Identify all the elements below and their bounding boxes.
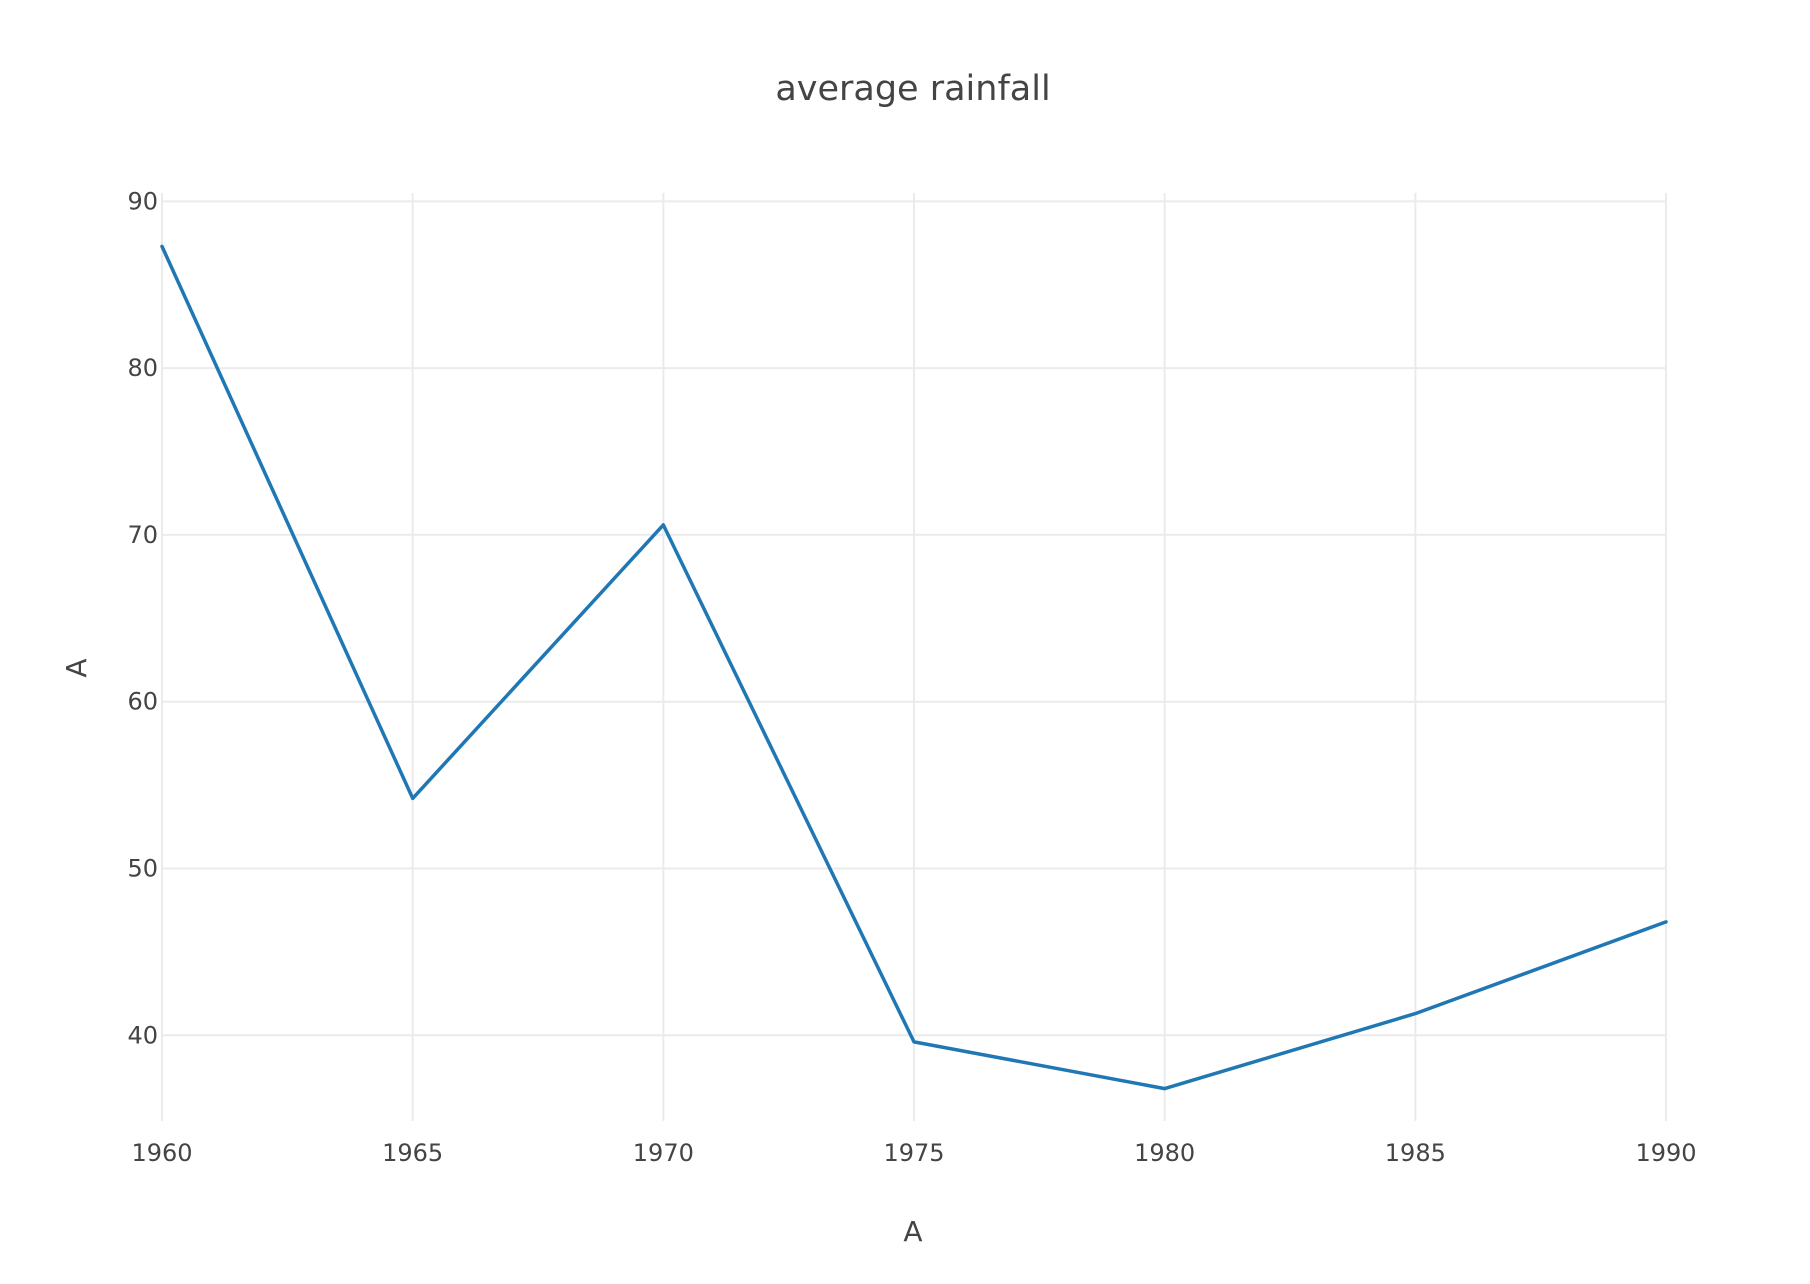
y-tick-label: 70 [127,521,158,549]
x-tick-label: 1975 [883,1139,944,1167]
x-axis-title: A [903,1215,922,1248]
y-axis-title: A [60,658,93,677]
series-line [160,244,1668,1091]
tick-label-layer: 1960 1965 1970 1975 1980 1985 1990 40 50 60 70 80 90 [127,187,1696,1167]
y-tick-label: 40 [127,1021,158,1049]
chart-title: average rainfall [775,69,1050,109]
y-tick-label: 50 [127,854,158,882]
y-tick-label: 80 [127,354,158,382]
x-tick-label: 1965 [382,1139,443,1167]
x-tick-label: 1990 [1635,1139,1696,1167]
series-layer [160,244,1668,1091]
y-tick-label: 90 [127,187,158,215]
x-tick-label: 1970 [633,1139,694,1167]
x-tick-label: 1980 [1134,1139,1195,1167]
x-tick-label: 1960 [131,1139,192,1167]
grid-layer [161,193,1667,1121]
y-tick-label: 60 [127,688,158,716]
x-tick-label: 1985 [1385,1139,1446,1167]
